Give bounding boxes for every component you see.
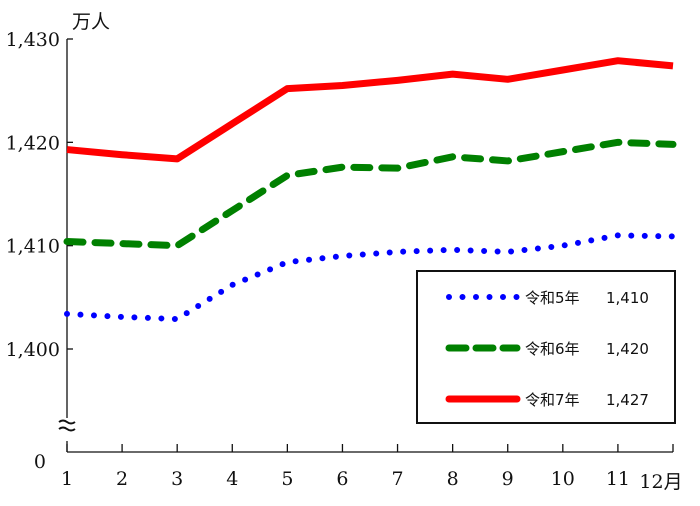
y-tick-label: 1,420 xyxy=(6,132,60,154)
series-line-dashed xyxy=(63,138,677,250)
axes: 1,400 1,410 1,420 1,430 01 2 3 4 5 6 7 8 9 10 11 12月 xyxy=(6,29,683,493)
x-tick-label: 3 xyxy=(171,468,183,490)
x-tick-label: 9 xyxy=(502,468,514,490)
legend-label: 令和7年 xyxy=(525,391,580,409)
y-tick-label: 1,400 xyxy=(6,339,60,361)
legend-value: 1,420 xyxy=(606,340,649,358)
legend-value: 1,410 xyxy=(606,289,649,307)
axis-break-icon xyxy=(58,419,76,432)
legend-label: 令和6年 xyxy=(525,340,580,358)
x-tick-label: 1 xyxy=(61,468,73,490)
legend: 令和5年 1,410 令和6年 1,420 令和7年 1,427 xyxy=(416,270,676,424)
y-tick-label: 1,430 xyxy=(6,29,60,51)
x-tick-label: 4 xyxy=(226,468,238,490)
x-tick-label: 5 xyxy=(281,468,293,490)
legend-label: 令和5年 xyxy=(525,289,580,307)
x-tick-label: 8 xyxy=(447,468,459,490)
y-zero-label: 0 xyxy=(34,451,46,473)
series-lines xyxy=(63,57,677,323)
x-tick-label: 2 xyxy=(116,468,128,490)
x-tick-label: 6 xyxy=(336,468,348,490)
x-tick-label: 11 xyxy=(606,468,630,490)
legend-value: 1,427 xyxy=(606,391,649,409)
x-tick-label: 10 xyxy=(551,468,575,490)
y-tick-label: 1,410 xyxy=(6,236,60,258)
x-tick-label: 12月 xyxy=(639,471,682,493)
series-line-solid xyxy=(66,57,674,163)
y-unit-label: 万人 xyxy=(72,11,110,33)
x-tick-label: 7 xyxy=(391,468,403,490)
